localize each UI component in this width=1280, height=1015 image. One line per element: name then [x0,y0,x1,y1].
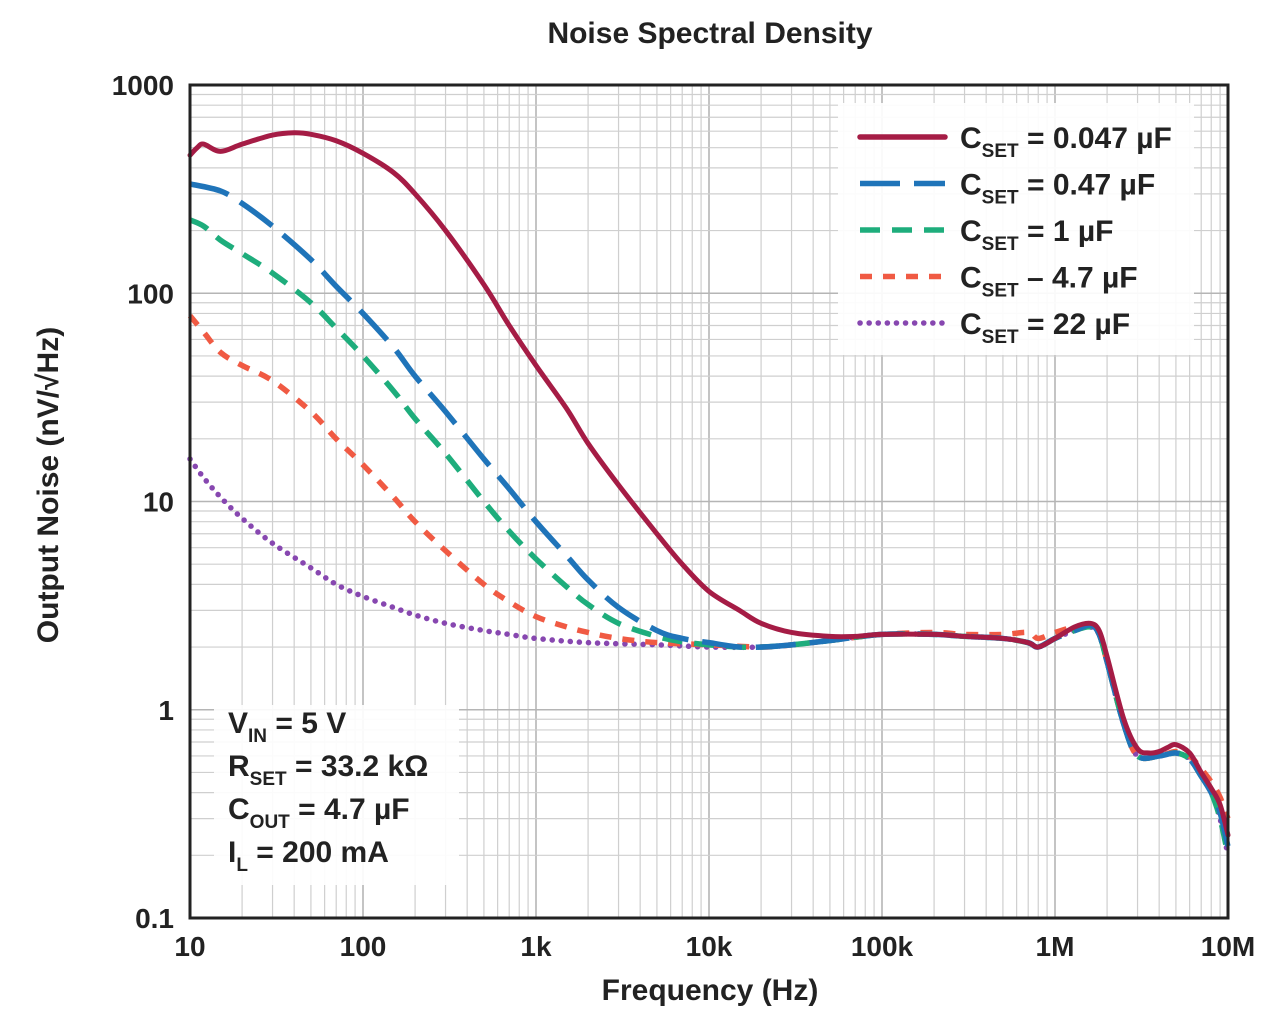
x-tick-label: 100k [851,931,914,962]
x-tick-label: 100 [340,931,387,962]
x-axis-label: Frequency (Hz) [602,974,819,1007]
series-line-2 [189,181,1231,848]
x-tick-label: 10 [174,931,205,962]
tick-labels: 10 100 1k 10k 100k 1M 10M 0.1 1 10 100 1000 [112,70,1256,962]
legend-label: CSET = 1 µF [960,215,1113,255]
condition-label: VIN = 5 V [228,707,346,747]
condition-label: IL = 200 mA [228,836,389,876]
x-tick-label: 10k [686,931,733,962]
x-tick-label: 1M [1036,931,1075,962]
legend-label: CSET – 4.7 µF [960,262,1138,302]
chart-title: Noise Spectral Density [547,17,872,50]
y-tick-label: 1000 [112,70,174,101]
x-tick-label: 10M [1201,931,1255,962]
y-tick-label: 1 [158,695,174,726]
y-axis-label: Output Noise (nV/√Hz) [32,327,65,643]
y-tick-label: 0.1 [135,903,174,934]
y-tick-label: 100 [127,278,174,309]
legend-label: CSET = 0.47 µF [960,169,1155,209]
condition-label: RSET = 33.2 kΩ [228,750,428,790]
y-tick-label: 10 [143,487,174,518]
condition-label: COUT = 4.7 µF [228,793,410,833]
legend-label: CSET = 0.047 µF [960,122,1172,162]
annotation-box [214,705,459,885]
series-lines [187,130,1231,859]
series-line-1 [187,130,1231,838]
x-tick-label: 1k [520,931,552,962]
legend: CSET = 0.047 µF CSET = 0.47 µF CSET = 1 µF… [838,103,1194,355]
legend-label: CSET = 22 µF [960,308,1130,348]
plot-frame [188,83,1230,920]
series-line-5 [187,456,1231,859]
